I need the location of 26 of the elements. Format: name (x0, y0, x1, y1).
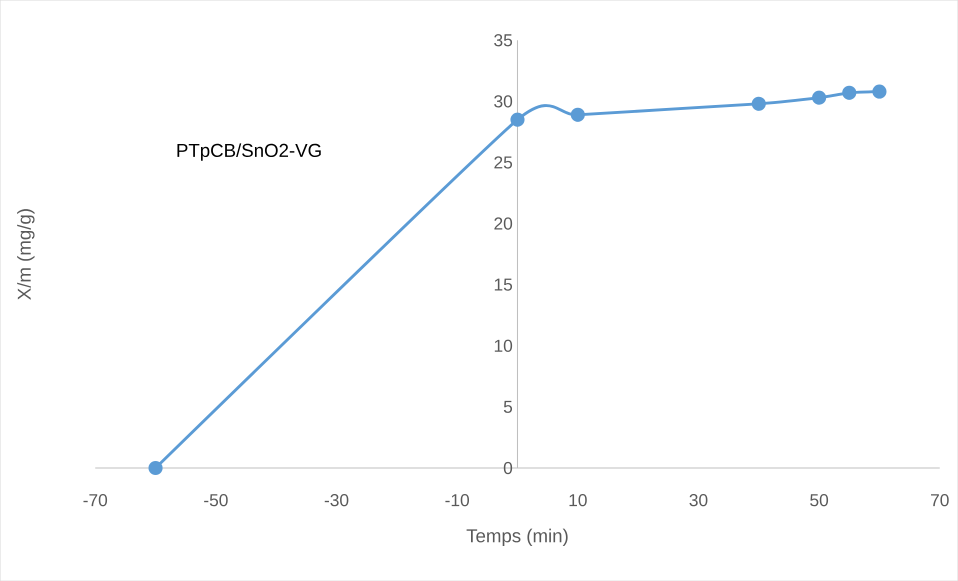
x-axis-title: Temps (min) (466, 528, 568, 546)
y-tick-label: 0 (504, 462, 512, 474)
y-tick-label: 30 (494, 95, 512, 108)
point (872, 84, 886, 99)
y-tick-label: 25 (494, 156, 512, 168)
y-axis-title: X/m (mg/g) (17, 209, 35, 300)
point (752, 96, 766, 111)
x-tick-label: 10 (570, 494, 587, 506)
point (510, 112, 525, 127)
y-tick-label: 15 (494, 278, 512, 291)
y-tick-label: 5 (504, 400, 512, 413)
y-tick-label: 20 (494, 217, 512, 230)
point (148, 460, 163, 475)
x-tick-label: -70 (83, 494, 108, 506)
x-tick-label: 30 (690, 494, 708, 506)
x-tick-label: 50 (810, 494, 828, 506)
x-tick-label: -10 (445, 494, 470, 506)
x-tick-label: 70 (931, 494, 949, 506)
point (842, 86, 856, 100)
point (812, 90, 826, 105)
y-tick-label: 35 (494, 34, 512, 46)
point (570, 108, 585, 122)
text: PTpCB/SnO2-VG (177, 143, 321, 161)
y-tick-label: 10 (494, 340, 512, 352)
x-tick-label: -30 (324, 494, 348, 506)
x-tick-label: -50 (204, 494, 228, 506)
